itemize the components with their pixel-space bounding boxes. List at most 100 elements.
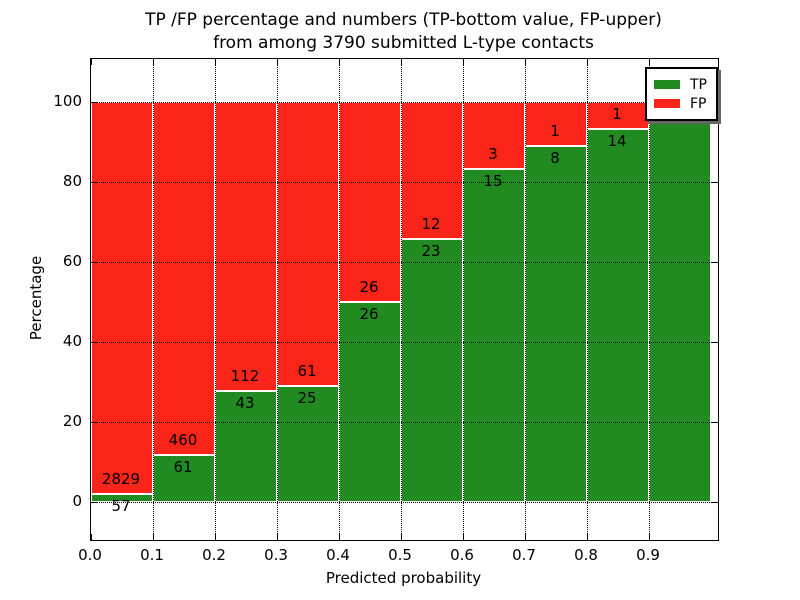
y-tick-mark [91, 422, 97, 423]
fp-count-label: 112 [230, 367, 260, 386]
tp-bar-segment [339, 302, 401, 502]
fp-count-label: 3 [488, 144, 498, 163]
chart-title-line1: TP /FP percentage and numbers (TP-bottom… [145, 10, 662, 30]
y-tick-mark [91, 502, 97, 503]
x-tick-mark [153, 534, 154, 540]
x-tick-mark [401, 534, 402, 540]
y-tick-mark [712, 262, 718, 263]
fp-bar-segment [215, 102, 277, 392]
x-tick-mark [525, 534, 526, 540]
y-tick-label: 80 [62, 172, 82, 190]
horizontal-gridline [91, 182, 718, 183]
horizontal-gridline [91, 102, 718, 103]
y-tick-mark [91, 342, 97, 343]
x-tick-label: 0.3 [264, 546, 288, 564]
fp-count-label: 2829 [101, 470, 141, 489]
x-tick-mark [463, 534, 464, 540]
y-tick-label: 20 [62, 412, 82, 430]
tp-bar-segment [153, 455, 215, 502]
fp-bar-segment [587, 102, 649, 129]
y-tick-mark [91, 102, 97, 103]
vertical-gridline [339, 59, 340, 540]
x-axis-label: Predicted probability [325, 569, 482, 587]
x-tick-label: 0.9 [636, 546, 660, 564]
chart-title-line2: from among 3790 submitted L-type contact… [213, 33, 594, 53]
y-tick-mark [91, 182, 97, 183]
x-tick-label: 0.2 [202, 546, 226, 564]
x-tick-mark [401, 59, 402, 65]
y-tick-mark [91, 262, 97, 263]
fp-count-label: 1 [612, 104, 622, 123]
x-tick-mark [277, 534, 278, 540]
x-tick-label: 0.6 [450, 546, 474, 564]
legend: TP FP [645, 67, 718, 121]
fp-bar-segment [153, 102, 215, 456]
x-tick-mark [525, 59, 526, 65]
tp-bar-segment [525, 146, 587, 502]
tp-bar-segment [463, 168, 525, 502]
tp-bar-segment [91, 494, 153, 502]
tp-bar-segment [587, 128, 649, 502]
horizontal-gridline [91, 502, 718, 503]
x-tick-mark [649, 59, 650, 65]
horizontal-gridline [91, 262, 718, 263]
y-tick-mark [712, 342, 718, 343]
x-tick-mark [339, 59, 340, 65]
vertical-gridline [525, 59, 526, 540]
fp-bar-segment [525, 102, 587, 147]
vertical-gridline [215, 59, 216, 540]
fp-bar-segment [463, 102, 525, 169]
x-tick-mark [153, 59, 154, 65]
vertical-gridline [401, 59, 402, 540]
tp-bar-segment [649, 102, 711, 502]
x-tick-label: 0.7 [512, 546, 536, 564]
tp-legend-swatch [654, 80, 680, 89]
plot-area [90, 58, 719, 541]
vertical-gridline [153, 59, 154, 540]
horizontal-gridline [91, 342, 718, 343]
tp-count-label: 23 [421, 242, 441, 261]
tp-count-label: 57 [111, 497, 131, 516]
tp-bar-segment [277, 385, 339, 502]
x-tick-mark [277, 59, 278, 65]
fp-bar-segment [91, 102, 153, 495]
fp-count-label: 1 [550, 122, 560, 141]
fp-bar-segment [339, 102, 401, 302]
y-tick-mark [712, 422, 718, 423]
x-tick-mark [587, 59, 588, 65]
fp-count-label: 26 [359, 278, 379, 296]
tp-count-label: 15 [483, 171, 503, 190]
fp-legend-label: FP [690, 95, 707, 112]
tp-legend-label: TP [690, 76, 707, 93]
x-tick-label: 0.4 [326, 546, 350, 564]
tp-count-label: 14 [607, 131, 627, 150]
fp-count-label: 460 [168, 431, 198, 450]
vertical-gridline [649, 59, 650, 540]
tp-bar-segment [401, 239, 463, 502]
y-tick-label: 60 [62, 252, 82, 270]
vertical-gridline [277, 59, 278, 540]
y-tick-mark [712, 182, 718, 183]
legend-item-tp: TP [654, 76, 707, 93]
x-tick-mark [91, 534, 92, 540]
horizontal-gridline [91, 422, 718, 423]
x-tick-mark [463, 59, 464, 65]
fp-bar-segment [277, 102, 339, 386]
tp-count-label: 61 [173, 458, 193, 477]
x-tick-label: 0.0 [78, 546, 102, 564]
x-tick-mark [91, 59, 92, 65]
legend-item-fp: FP [654, 95, 707, 112]
vertical-gridline [587, 59, 588, 540]
y-tick-label: 100 [53, 92, 82, 110]
fp-count-label: 12 [421, 215, 441, 234]
x-tick-mark [649, 534, 650, 540]
tp-count-label: 8 [550, 149, 560, 168]
y-tick-mark [712, 502, 718, 503]
y-tick-label: 0 [72, 492, 82, 510]
x-tick-mark [339, 534, 340, 540]
x-tick-label: 0.8 [574, 546, 598, 564]
fp-count-label: 61 [297, 361, 317, 380]
tp-count-label: 25 [297, 388, 317, 407]
x-tick-label: 0.1 [140, 546, 164, 564]
